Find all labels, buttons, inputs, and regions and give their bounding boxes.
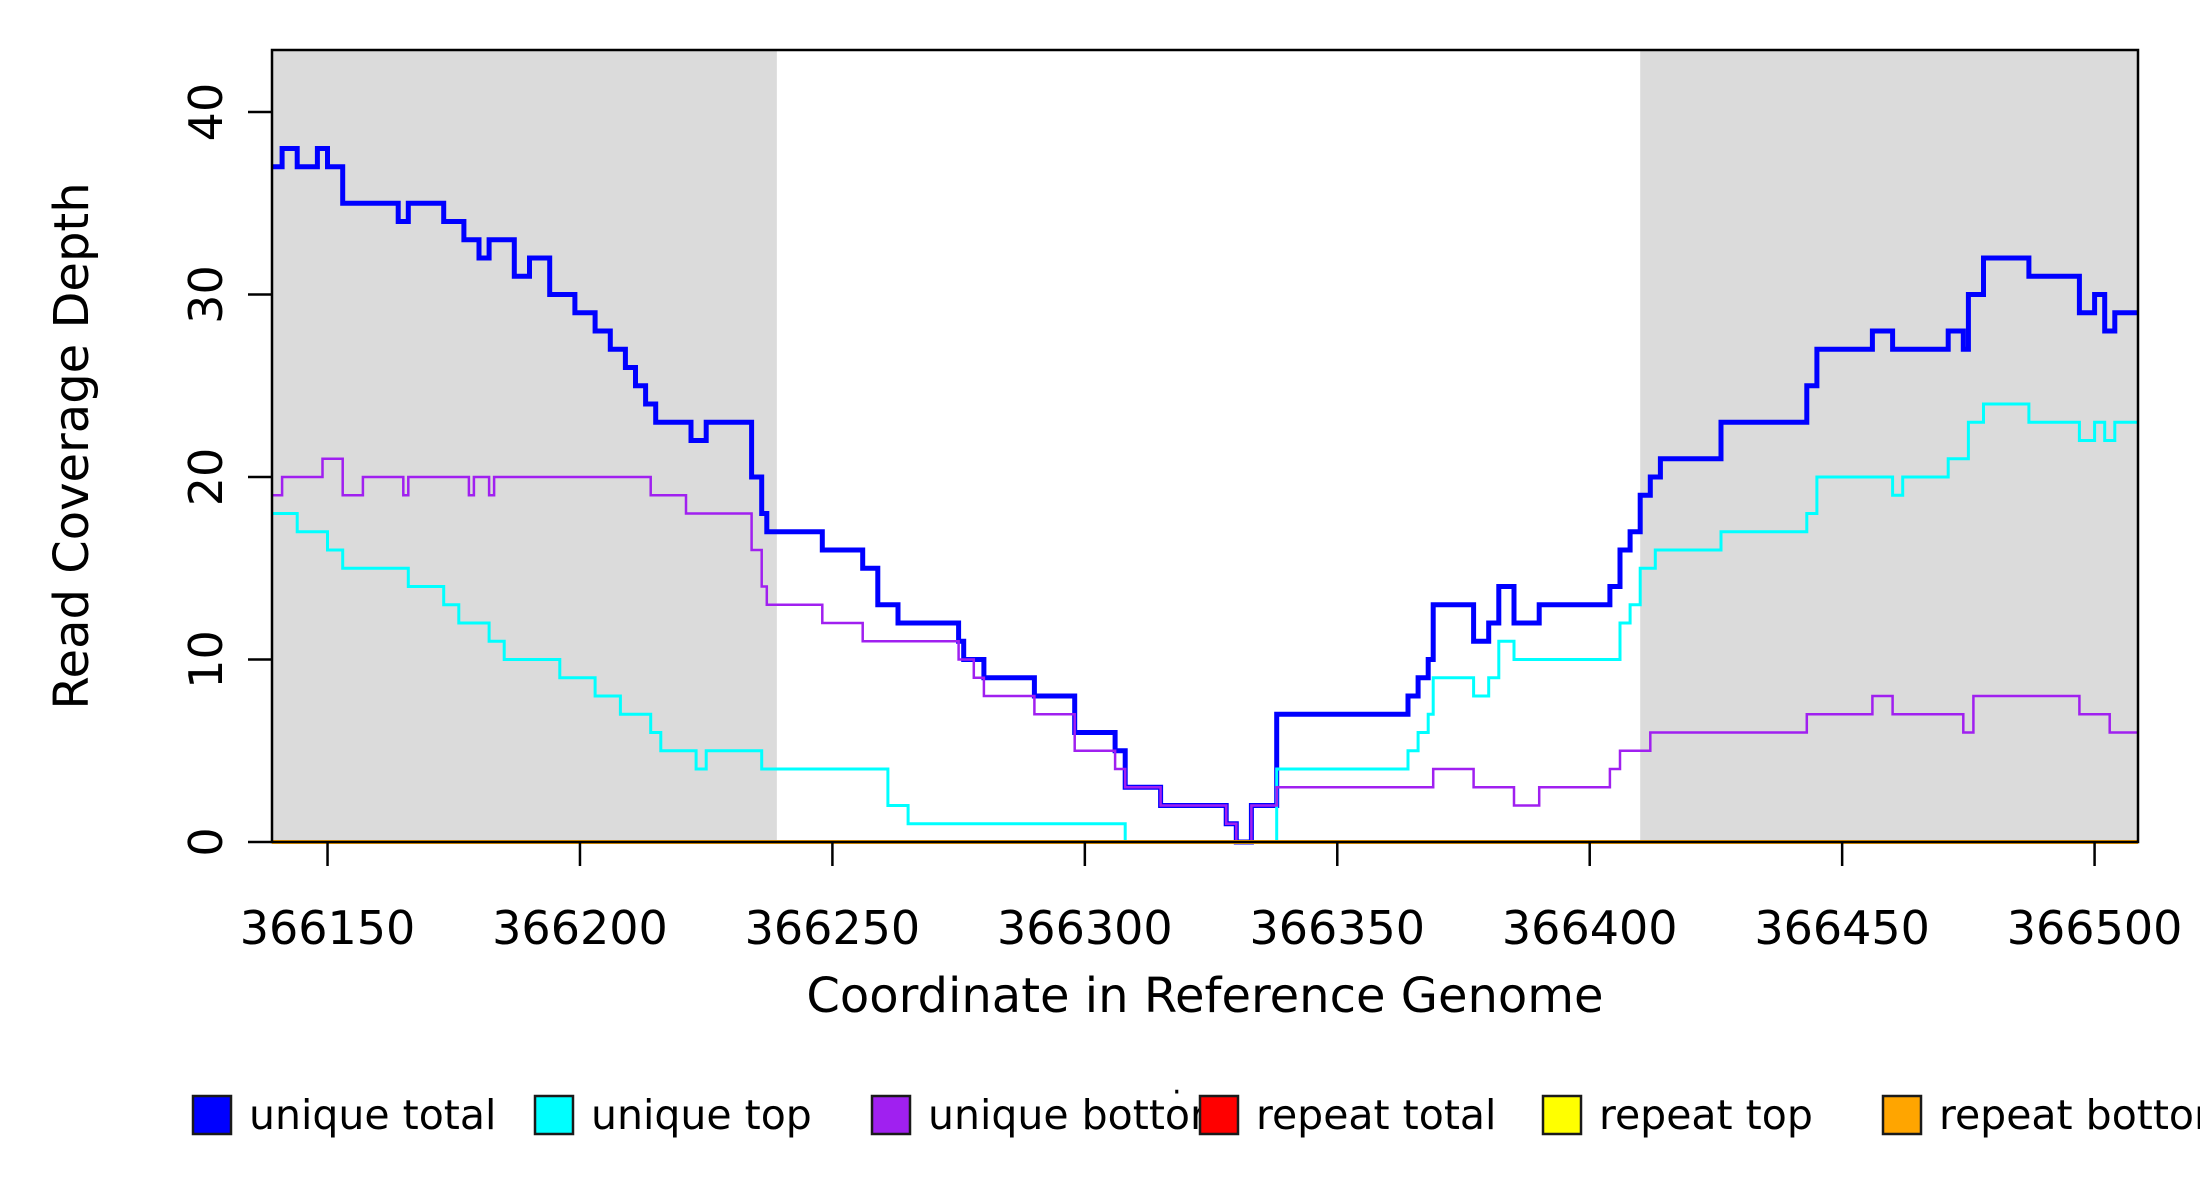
y-tick-label: 0 — [179, 827, 233, 856]
legend-label: repeat total — [1256, 1091, 1496, 1139]
x-tick-label: 366250 — [745, 901, 921, 955]
legend-label: repeat top — [1599, 1091, 1813, 1139]
y-tick-label: 40 — [179, 83, 233, 142]
x-axis: 366150 366200 366250 366300 366350 366400 3664… — [240, 842, 2183, 955]
legend-swatch-unique-top — [533, 1094, 575, 1136]
x-tick-label: 366350 — [1249, 901, 1425, 955]
x-tick-label: 366200 — [492, 901, 668, 955]
legend-item-repeat-bottom: repeat bottom — [1881, 1091, 2200, 1139]
legend-swatch-repeat-total — [1198, 1094, 1240, 1136]
series-line-unique-bottom — [272, 457, 2138, 844]
y-tick-label: 10 — [179, 630, 233, 689]
series-line-unique-top — [272, 402, 2138, 844]
legend-label: unique total — [249, 1091, 496, 1139]
shaded-region-2 — [1640, 50, 2138, 842]
legend-label: repeat bottom — [1939, 1091, 2200, 1139]
y-tick-label: 20 — [179, 448, 233, 507]
legend-swatch-unique-bottom — [870, 1094, 912, 1136]
x-tick-label: 366400 — [1502, 901, 1678, 955]
y-axis-title: Read Coverage Depth — [44, 182, 100, 709]
legend-item-repeat-top: repeat top — [1541, 1091, 1813, 1139]
stray-dot: · — [1172, 1075, 1182, 1110]
x-tick-label: 366450 — [1754, 901, 1930, 955]
x-axis-title: Coordinate in Reference Genome — [806, 968, 1603, 1024]
legend-item-repeat-total: repeat total — [1198, 1091, 1496, 1139]
legend-item-unique-top: unique top — [533, 1091, 812, 1139]
legend-label: unique top — [591, 1091, 812, 1139]
plot-border — [270, 48, 2140, 844]
legend-item-unique-total: unique total — [191, 1091, 496, 1139]
legend-swatch-repeat-top — [1541, 1094, 1583, 1136]
legend-label: unique bottom — [928, 1091, 1230, 1139]
series-line-unique-total — [272, 146, 2138, 845]
y-axis: 0 10 20 30 40 — [179, 83, 272, 857]
shaded-regions — [272, 50, 2138, 842]
x-tick-label: 366300 — [997, 901, 1173, 955]
legend-swatch-repeat-bottom — [1881, 1094, 1923, 1136]
x-tick-label: 366500 — [2007, 901, 2183, 955]
x-tick-label: 366150 — [240, 901, 416, 955]
y-tick-label: 30 — [179, 265, 233, 324]
legend: unique total unique top unique bottom repea… — [191, 1075, 2200, 1139]
shaded-region-1 — [272, 50, 777, 842]
legend-item-unique-bottom: unique bottom — [870, 1091, 1230, 1139]
legend-swatch-unique-total — [191, 1094, 233, 1136]
